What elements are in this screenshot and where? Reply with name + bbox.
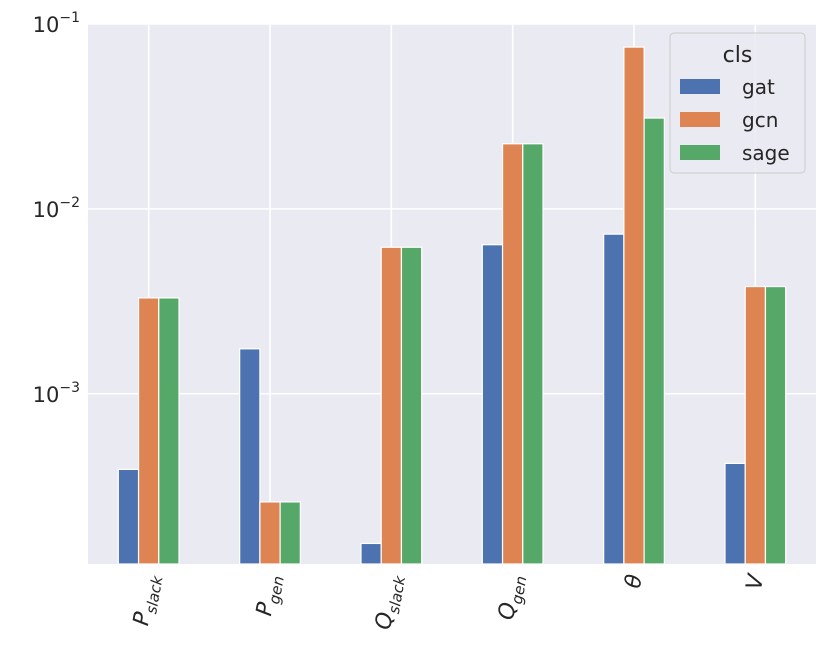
x-tick-label: Pgen [252,573,288,619]
x-tick-label: Qgen [494,573,530,623]
x-tick-label: V [742,571,770,592]
bar-sage-0 [158,297,180,565]
bar-sage-3 [522,143,544,565]
bar-gat-4 [603,233,625,565]
x-tick-label: θ [621,572,648,590]
x-tick-label: Pslack [129,571,167,628]
bar-gat-0 [117,468,140,565]
legend-box [669,32,806,174]
bar-gat-2 [360,542,382,565]
bar-sage-2 [400,246,423,565]
y-tick-label: 10−1 [33,10,80,37]
y-axis-ticks: 10−1 10−2 10−3 [33,10,80,407]
bars [117,46,787,565]
y-tick-label: 10−3 [33,380,80,407]
x-tick-label: Qslack [371,571,409,632]
bar-gcn-3 [501,143,524,565]
legend-swatch-gcn [680,112,720,127]
bar-gcn-5 [744,285,767,565]
bar-gcn-4 [623,46,645,565]
bar-sage-4 [643,117,665,565]
legend-label-sage: sage [742,141,790,165]
legend-label-gcn: gcn [742,108,778,132]
bar-gcn-1 [259,501,281,565]
bar-gat-3 [481,244,504,565]
bar-gcn-2 [380,246,403,565]
x-axis-ticks: Pslack Pgen Qslack Qgen θ V [129,571,770,632]
legend: cls gat gcn sage [669,32,806,174]
bar-sage-1 [279,501,301,565]
bar-gat-1 [239,348,261,565]
bar-gat-5 [724,462,746,565]
bar-gcn-0 [137,297,160,565]
bar-sage-5 [764,285,787,565]
legend-label-gat: gat [742,75,775,99]
legend-swatch-sage [680,145,720,160]
y-tick-label: 10−2 [33,195,80,222]
legend-swatch-gat [680,79,720,94]
legend-title: cls [723,43,753,68]
